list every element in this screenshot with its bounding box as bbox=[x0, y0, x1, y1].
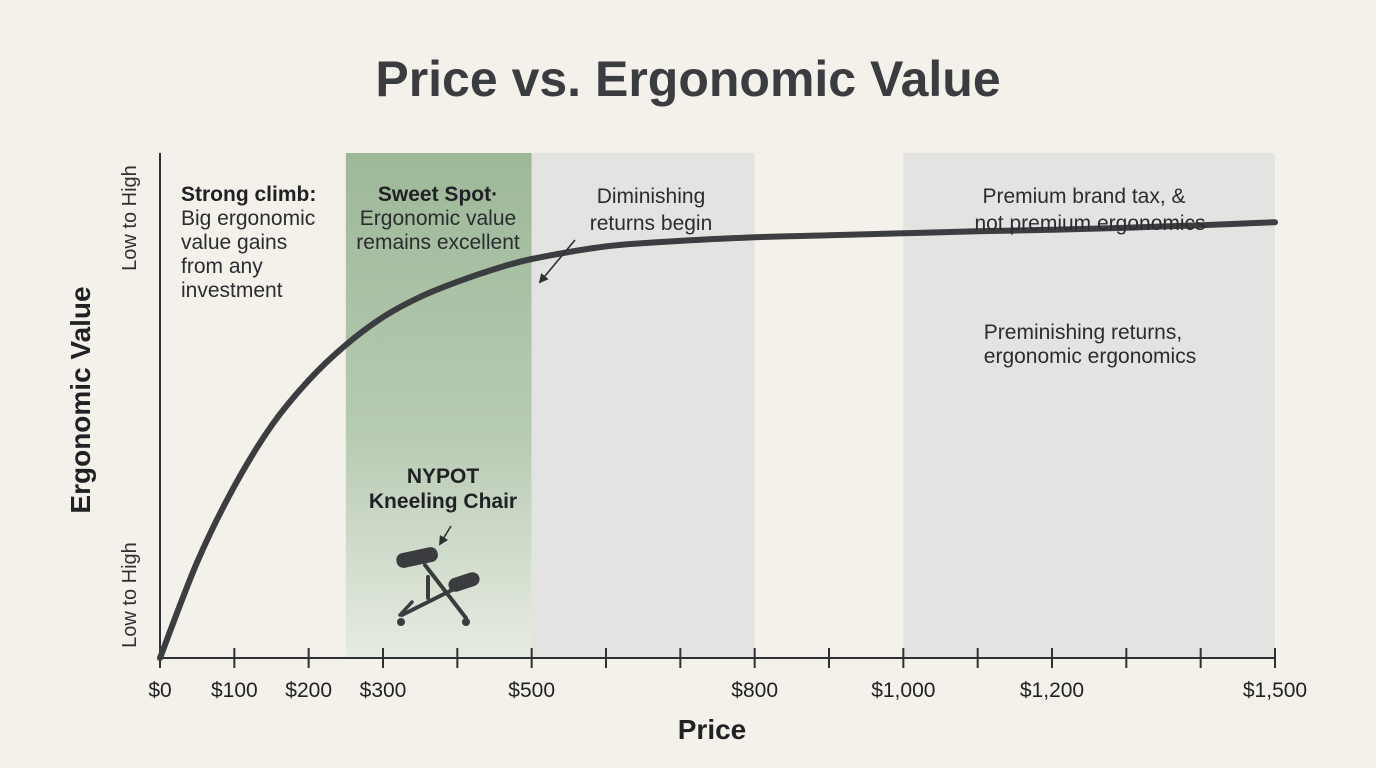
sweet-spot-region bbox=[345, 153, 532, 658]
x-tick-label: $0 bbox=[148, 679, 171, 702]
product-name: Kneeling Chair bbox=[369, 490, 517, 513]
value-curve bbox=[157, 219, 1278, 661]
climb-note-line: from any bbox=[181, 255, 263, 278]
premium-note: Premium brand tax, & not premium ergonom… bbox=[974, 185, 1205, 368]
x-tick-label: $1,000 bbox=[871, 679, 935, 702]
sweet-spot-note: Sweet Spot· Ergonomic value remains exce… bbox=[356, 183, 520, 254]
y-range-label-top: Low to High bbox=[119, 165, 141, 271]
climb-note-line: Big ergonomic bbox=[181, 207, 315, 230]
x-axis-title: Price bbox=[678, 714, 747, 745]
diminishing-returns-note: Diminishing returns begin bbox=[538, 185, 713, 284]
x-tick-label: $1,200 bbox=[1020, 679, 1084, 702]
x-tick-label: $200 bbox=[285, 679, 332, 702]
sweet-spot-line: Ergonomic value bbox=[360, 207, 516, 230]
y-axis-title: Ergonomic Value bbox=[65, 286, 96, 513]
x-tick-label: $300 bbox=[360, 679, 407, 702]
sweet-spot-heading: Sweet Spot· bbox=[378, 183, 498, 206]
x-tick-label: $800 bbox=[731, 679, 778, 702]
product-arrow bbox=[438, 525, 452, 546]
premium-line: not premium ergonomics bbox=[974, 212, 1205, 235]
sweet-spot-line: remains excellent bbox=[356, 231, 520, 254]
climb-note-line: value gains bbox=[181, 231, 287, 254]
climb-note-line: investment bbox=[181, 279, 283, 302]
x-axis-tick-labels: $0 $100 $200 $300 $500 $800 $1,000 $1,200 $1,500 bbox=[148, 679, 1307, 702]
diminishing-line: Diminishing bbox=[597, 185, 706, 208]
x-tick-label: $500 bbox=[508, 679, 555, 702]
x-tick-label: $100 bbox=[211, 679, 258, 702]
y-range-label-bottom: Low to High bbox=[119, 542, 141, 648]
climb-note-heading: Strong climb: bbox=[181, 183, 316, 206]
premium-extra-line: Preminishing returns, bbox=[984, 321, 1182, 344]
premium-line: Premium brand tax, & bbox=[982, 185, 1185, 208]
chart-title: Price vs. Ergonomic Value bbox=[375, 51, 1000, 107]
kneeling-chair-icon bbox=[396, 547, 480, 626]
diminishing-line: returns begin bbox=[590, 212, 713, 235]
strong-climb-note: Strong climb: Big ergonomic value gains … bbox=[181, 183, 316, 302]
premium-extra-line: ergonomic ergonomics bbox=[984, 345, 1196, 368]
premium-brand-region bbox=[903, 153, 1275, 658]
product-name: NYPOT bbox=[407, 465, 480, 488]
product-annotation: NYPOT Kneeling Chair bbox=[369, 465, 517, 626]
x-tick-label: $1,500 bbox=[1243, 679, 1307, 702]
diminishing-arrow bbox=[538, 239, 576, 284]
